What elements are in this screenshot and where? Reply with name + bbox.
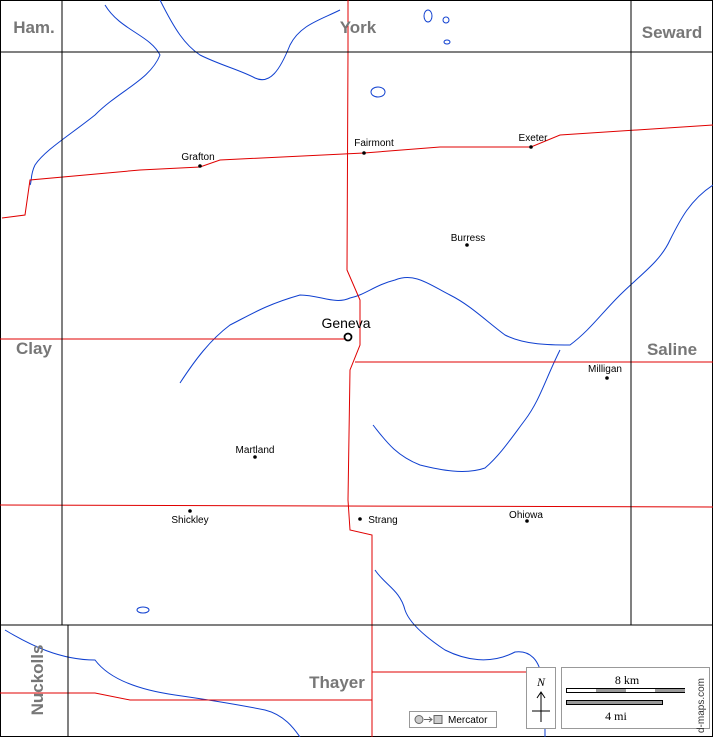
- rivers: [4, 0, 713, 737]
- icon: [424, 716, 433, 723]
- scale-bar: [655, 689, 685, 692]
- compass: [532, 691, 550, 722]
- legend: Mercator N 8 km 4 mi d-maps.com: [409, 667, 710, 733]
- county-label: Nuckolls: [28, 645, 47, 716]
- town-marker: [605, 376, 609, 380]
- county-label: York: [340, 18, 377, 37]
- road: [0, 504, 713, 508]
- county-label: Ham.: [13, 18, 55, 37]
- river: [29, 4, 161, 186]
- river: [372, 349, 561, 472]
- lake: [443, 39, 451, 45]
- towns: Geneva Grafton Fairmont Exeter Burress Milli…: [171, 133, 622, 526]
- town-marker: [529, 145, 533, 149]
- town-marker: [188, 509, 192, 513]
- road: [346, 0, 373, 737]
- county-label: Saline: [647, 340, 697, 359]
- county-label: Seward: [642, 23, 702, 42]
- capital-label: Geneva: [321, 315, 370, 331]
- town-marker: [362, 151, 366, 155]
- town-marker: [198, 164, 202, 168]
- river: [159, 0, 341, 81]
- icon: [414, 715, 424, 724]
- town-label: Fairmont: [354, 138, 394, 149]
- town-marker: [253, 455, 257, 459]
- county-label: Clay: [16, 339, 52, 358]
- credit: d-maps.com: [696, 678, 707, 733]
- scale-box: [561, 667, 710, 729]
- town-label: Exeter: [519, 133, 549, 144]
- lake: [136, 606, 150, 614]
- town-label: Martland: [236, 445, 275, 456]
- road: [1, 124, 713, 219]
- north-label: N: [536, 675, 546, 689]
- scale-mi: 4 mi: [605, 709, 627, 723]
- county-label: Thayer: [309, 673, 365, 692]
- town-label: Burress: [451, 233, 485, 244]
- projection-box: [409, 711, 497, 728]
- projection-label: Mercator: [448, 715, 488, 726]
- lake: [423, 9, 433, 23]
- town-marker: [358, 517, 362, 521]
- town-label: Shickley: [171, 515, 208, 526]
- town-label: Milligan: [588, 364, 622, 375]
- icon: [433, 715, 443, 724]
- scale-km: 8 km: [615, 673, 640, 687]
- counties: Ham. York Seward Clay Saline Thayer Nuck…: [13, 18, 702, 715]
- scale-bar: [596, 689, 626, 692]
- town-label: Grafton: [181, 152, 214, 163]
- road: [0, 692, 372, 701]
- town-label: Ohiowa: [509, 510, 543, 521]
- town-marker: [465, 243, 469, 247]
- town-marker: [525, 519, 529, 523]
- town-label: Strang: [368, 515, 397, 526]
- river: [4, 629, 301, 737]
- lake: [370, 86, 386, 98]
- scale-bar: [566, 700, 663, 705]
- river: [179, 184, 713, 384]
- lake: [442, 16, 450, 24]
- capital-marker: [343, 332, 353, 342]
